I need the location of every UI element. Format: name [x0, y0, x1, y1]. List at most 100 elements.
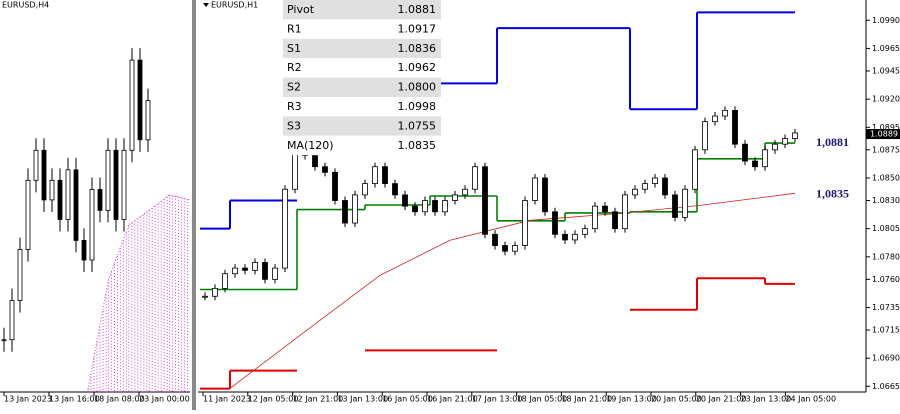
x-tick-label: 24 Jan 05:00 — [785, 395, 836, 404]
candle — [482, 166, 488, 235]
candle — [412, 205, 418, 213]
x-tick-label: 18 Jan 08:00 — [94, 395, 145, 404]
x-tick-label: 23 Jan 00:00 — [139, 395, 190, 404]
candle — [502, 245, 508, 252]
y-tick-label: 1.0875 — [872, 145, 900, 154]
candle — [792, 132, 798, 139]
candle — [652, 177, 658, 185]
x-tick-label: 13 Jan 16:00 — [49, 395, 100, 404]
candle — [552, 211, 558, 235]
candle — [542, 177, 548, 213]
candle — [592, 205, 598, 230]
chart-title: EURUSD,H1 — [211, 1, 258, 10]
candle — [772, 143, 778, 151]
price-tag — [866, 129, 900, 140]
candle — [752, 160, 758, 168]
candle — [49, 179, 55, 201]
candle — [272, 267, 278, 280]
candle — [742, 143, 748, 162]
candle — [342, 200, 348, 224]
candle — [242, 267, 248, 271]
table-row — [283, 135, 371, 156]
x-tick-label: 20 Jan 21:00 — [696, 395, 747, 404]
table-row — [371, 77, 441, 97]
candle — [562, 233, 568, 241]
table-label: S2 — [287, 81, 301, 94]
candle — [572, 233, 578, 241]
candle — [762, 149, 768, 168]
table-value: 1.0836 — [398, 42, 437, 55]
candle — [642, 183, 648, 190]
candle — [105, 149, 111, 211]
y-tick-label: 1.0780 — [872, 252, 900, 261]
candle — [422, 200, 428, 213]
x-tick-label: 18 Jan 05:00 — [517, 395, 568, 404]
candle — [372, 166, 378, 185]
candle — [672, 194, 678, 218]
candle — [212, 287, 218, 297]
table-label: R2 — [287, 61, 302, 74]
candle — [402, 194, 408, 207]
candle — [121, 149, 127, 220]
candle — [362, 183, 368, 196]
table-value: 1.0917 — [398, 22, 437, 35]
dropdown-icon[interactable] — [203, 3, 209, 7]
table-row — [283, 77, 371, 97]
table-value: 1.0800 — [398, 81, 437, 94]
annotation: 1,0835 — [816, 187, 849, 201]
table-value: 1.0962 — [398, 61, 437, 74]
table-row — [371, 19, 441, 39]
candle — [712, 115, 718, 123]
chart-title: EURUSD,H4 — [2, 1, 49, 10]
candle — [332, 171, 338, 201]
candle — [492, 233, 498, 246]
candle — [522, 200, 528, 246]
candle — [582, 228, 588, 235]
table-label: S3 — [287, 119, 301, 132]
y-tick-label: 1.0850 — [872, 173, 900, 182]
table-label: Pivot — [287, 3, 315, 16]
table-value: 1.0835 — [398, 139, 437, 152]
price-tag-label: 1.0889 — [870, 130, 898, 139]
table-row — [283, 0, 371, 20]
table-label: S1 — [287, 42, 301, 55]
candle — [392, 183, 398, 196]
table-row — [371, 38, 441, 59]
x-tick-label: 16 Jan 05:00 — [382, 395, 433, 404]
candle — [732, 109, 738, 145]
x-tick-label: 19 Jan 13:00 — [606, 395, 657, 404]
candle — [472, 166, 478, 190]
candle — [452, 194, 458, 201]
candle — [73, 169, 79, 241]
x-tick-label: 23 Jan 13:00 — [741, 395, 792, 404]
x-tick-label: 17 Jan 13:00 — [472, 395, 523, 404]
y-tick-label: 1.0895 — [872, 123, 900, 132]
candle — [113, 149, 119, 220]
y-tick-label: 1.0990 — [872, 16, 900, 25]
y-tick-label: 1.0965 — [872, 44, 900, 53]
table-value: 1.0998 — [398, 100, 437, 113]
candle — [322, 166, 328, 173]
x-tick-label: 13 Jan 2023 — [4, 395, 52, 404]
candle — [622, 194, 628, 230]
table-row — [371, 135, 441, 156]
candle — [722, 109, 728, 117]
candle — [662, 177, 668, 196]
candle — [282, 188, 288, 269]
candle — [612, 211, 618, 230]
candle — [9, 300, 15, 341]
x-tick-label: 16 Jan 21:00 — [427, 395, 478, 404]
candle — [532, 177, 538, 201]
candle — [312, 155, 318, 168]
candle — [442, 200, 448, 213]
y-tick-label: 1.0735 — [872, 303, 900, 312]
table-row — [283, 97, 371, 117]
candle — [462, 188, 468, 196]
candle — [512, 245, 518, 252]
y-tick-label: 1.0805 — [872, 224, 900, 233]
candle — [222, 273, 228, 289]
candle — [137, 59, 143, 141]
y-tick-label: 1.0830 — [872, 196, 900, 205]
